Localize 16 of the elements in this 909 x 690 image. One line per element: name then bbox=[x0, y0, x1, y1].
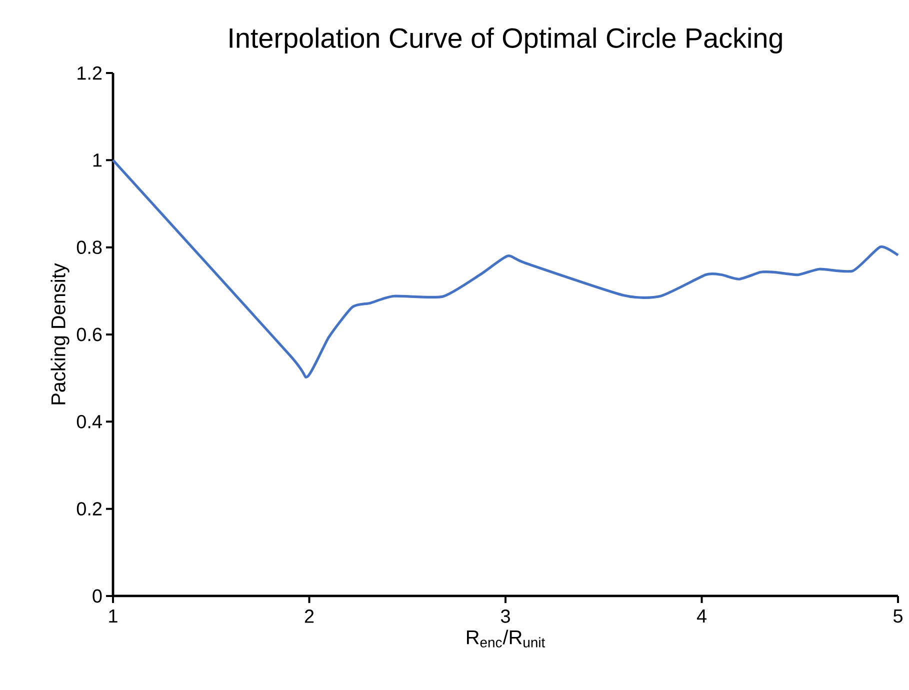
y-tick-label: 0 bbox=[92, 589, 102, 603]
line-series bbox=[112, 158, 900, 378]
y-tick-label: 0.6 bbox=[76, 328, 102, 342]
x-tick-label: 1 bbox=[109, 610, 118, 623]
x-tick-label: 5 bbox=[893, 610, 902, 623]
y-tick-label: 0.4 bbox=[76, 414, 102, 428]
y-tick-label: 1 bbox=[93, 154, 102, 167]
y-axis-title: Packing Density bbox=[50, 263, 70, 404]
x-axis-title: R$_{enc}$/R$_{unit}$ bbox=[467, 630, 546, 648]
x-tick-label: 4 bbox=[696, 610, 706, 623]
x-tick-label: 2 bbox=[304, 610, 314, 623]
chart-title: Interpolation Curve of Optimal Circle Packing bbox=[230, 27, 782, 54]
y-tick-label: 1.2 bbox=[78, 66, 102, 80]
y-tick-label: 0.2 bbox=[76, 502, 102, 516]
x-tick-label: 3 bbox=[500, 610, 510, 623]
y-tick-label: 0.8 bbox=[76, 240, 102, 254]
